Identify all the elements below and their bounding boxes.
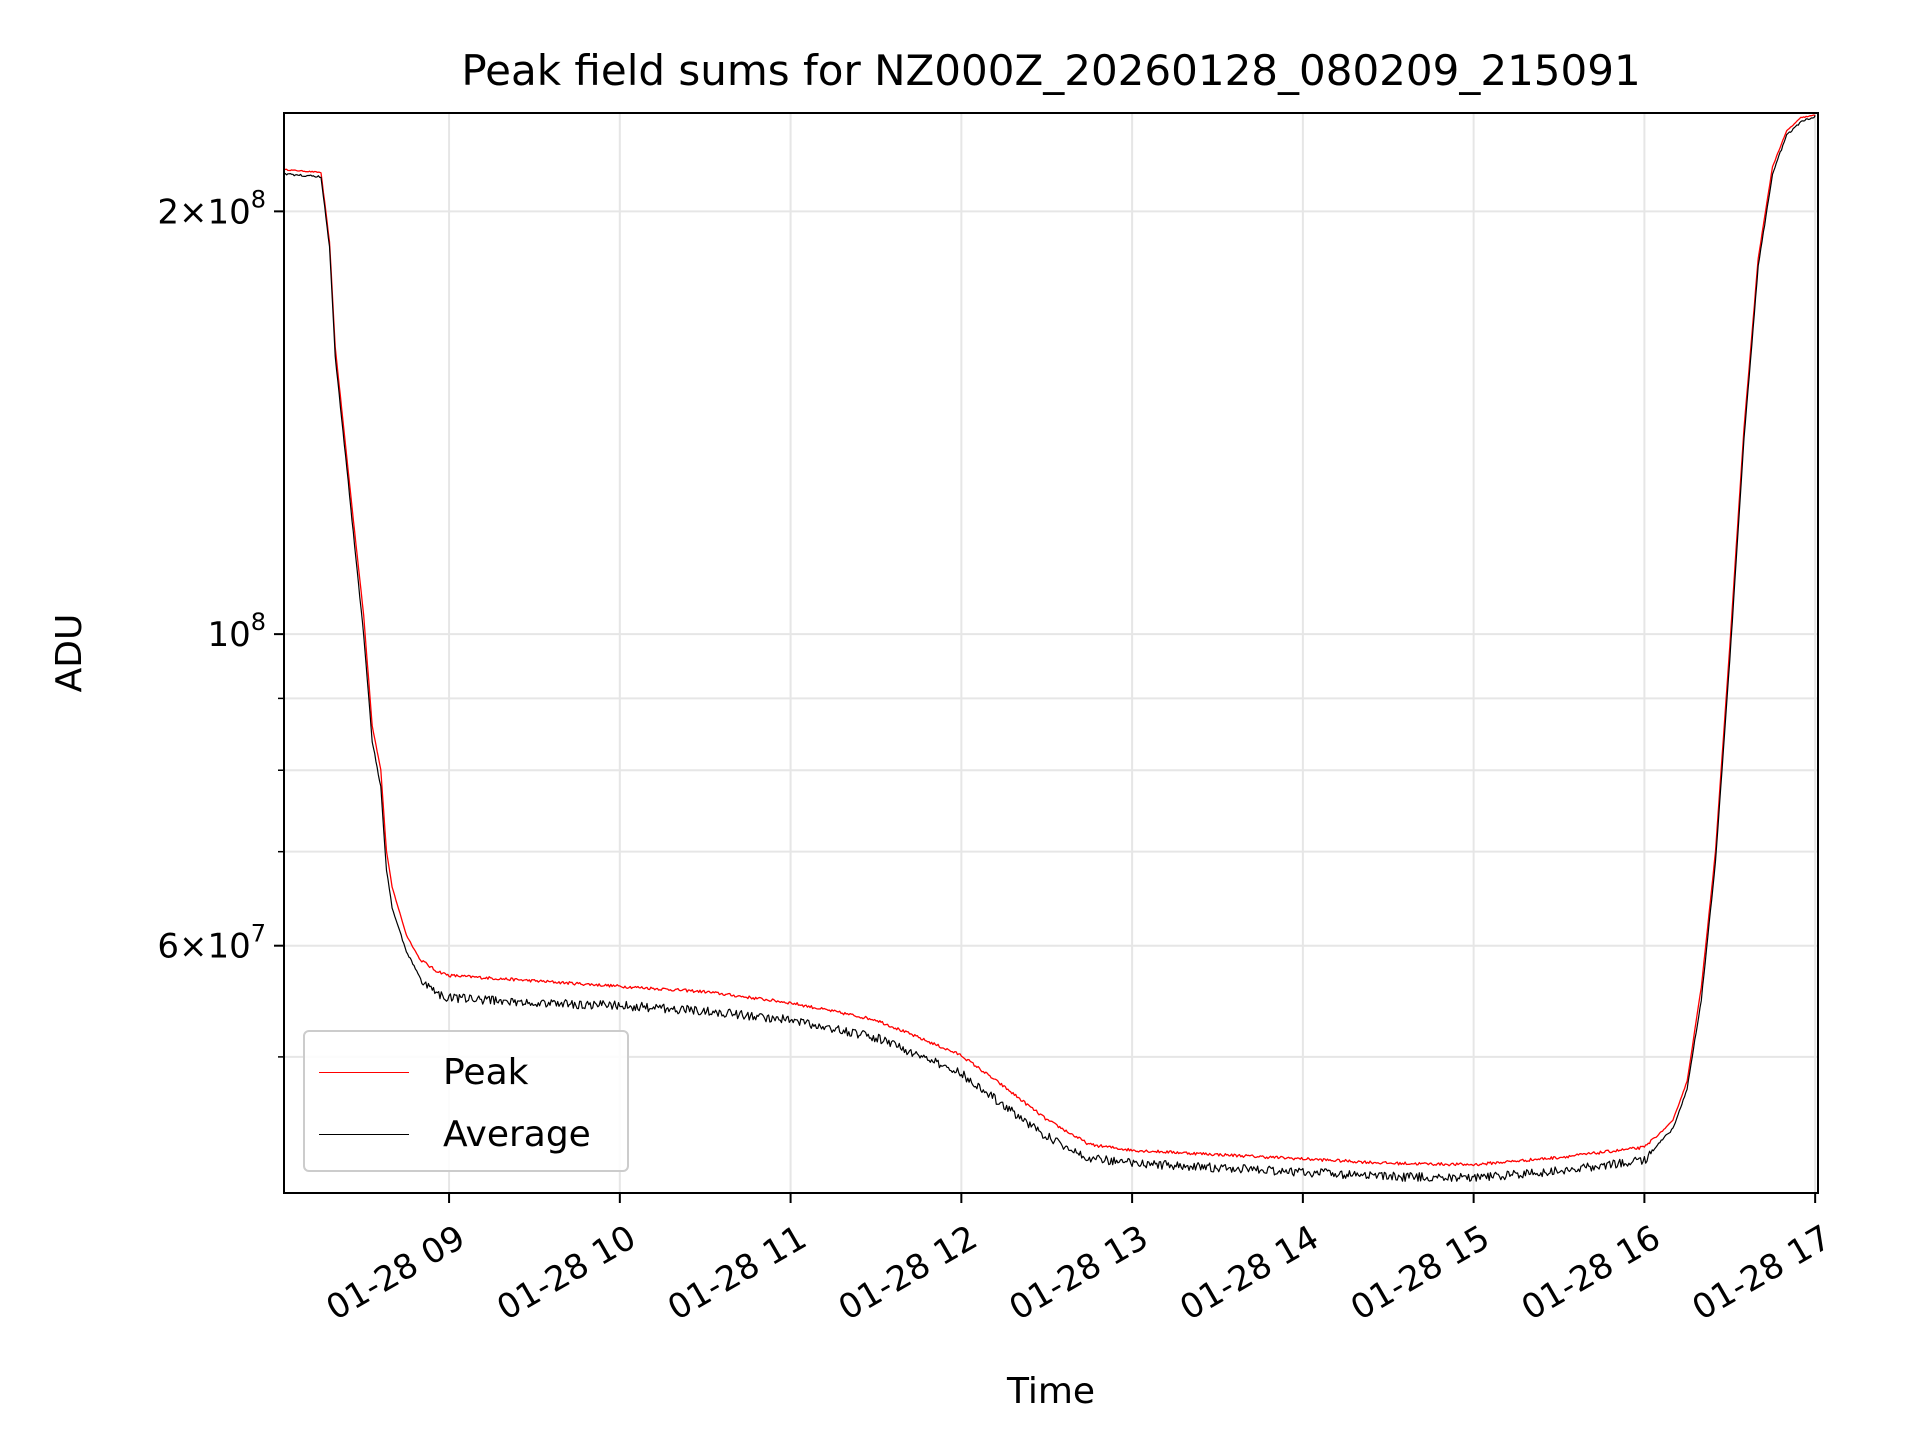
x-tick-label: 01-28 16	[1515, 1218, 1667, 1329]
x-tick-label: 01-28 09	[320, 1218, 472, 1329]
x-tick-label: 01-28 10	[490, 1218, 642, 1329]
x-tick-label: 01-28 15	[1344, 1218, 1496, 1329]
x-tick-label: 01-28 12	[832, 1218, 984, 1329]
series-line-average	[283, 115, 1816, 1182]
y-axis: 6×107 108 2×108	[157, 185, 284, 1058]
y-tick-label: 6×107	[157, 920, 266, 967]
legend: Peak Average	[303, 1030, 629, 1172]
legend-swatch-average	[319, 1133, 409, 1135]
series-line-peak	[283, 114, 1816, 1167]
x-axis-label: Time	[1006, 1371, 1095, 1412]
x-tick-label: 01-28 13	[1003, 1218, 1155, 1329]
legend-swatch-peak	[319, 1071, 409, 1073]
plot-frame	[283, 112, 1819, 1194]
x-tick-label: 01-28 14	[1173, 1218, 1325, 1329]
x-axis: 01-28 09 01-28 10 01-28 11 01-28 12 01-28 13…	[320, 1193, 1838, 1329]
x-tick-label: 01-28 11	[661, 1218, 813, 1329]
series-layer	[283, 114, 1816, 1182]
legend-item-peak: Peak	[319, 1051, 529, 1093]
legend-label-average: Average	[443, 1113, 591, 1155]
y-tick-label: 108	[207, 608, 266, 655]
x-tick-label: 01-28 17	[1686, 1218, 1838, 1329]
grid	[284, 113, 1818, 1193]
chart-title: Peak field sums for NZ000Z_20260128_0802…	[461, 46, 1640, 95]
legend-label-peak: Peak	[443, 1051, 529, 1093]
y-axis-label: ADU	[49, 614, 90, 693]
legend-item-average: Average	[319, 1113, 591, 1155]
y-tick-label: 2×108	[157, 185, 266, 232]
